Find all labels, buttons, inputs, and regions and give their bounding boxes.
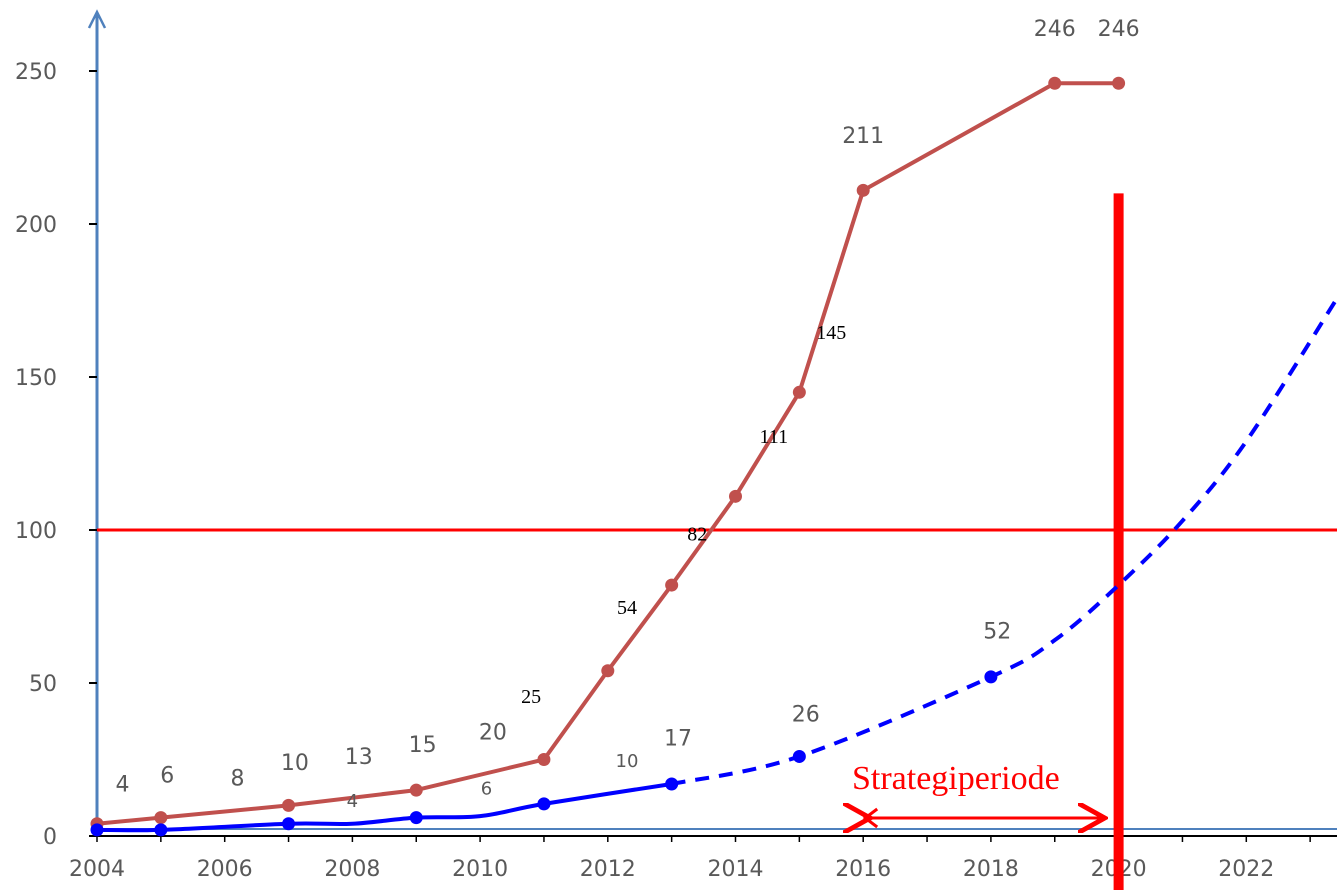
data-label: 20 (479, 721, 507, 746)
data-point-marker (1048, 76, 1062, 90)
data-label: 211 (842, 124, 884, 149)
data-point-marker (537, 797, 551, 811)
data-point-marker (729, 489, 742, 503)
data-label: 82 (687, 524, 707, 546)
data-label: 52 (983, 620, 1011, 645)
data-point-marker (792, 749, 806, 763)
data-label: 4 (347, 791, 358, 812)
data-point-marker (537, 753, 551, 766)
x-tick-label: 2022 (1218, 857, 1274, 882)
y-tick-label: 0 (43, 825, 57, 850)
x-tick-label: 2016 (835, 857, 891, 882)
data-label: 15 (409, 733, 437, 758)
data-label: 6 (481, 779, 492, 800)
y-tick-label: 250 (15, 60, 57, 85)
series-line-3 (671, 299, 1337, 786)
y-axis-arrow (87, 9, 107, 29)
y-tick-label: 50 (29, 672, 57, 697)
data-point-marker (282, 798, 296, 812)
strategy-label: Strategiperiode (852, 760, 1060, 797)
data-label: 111 (760, 426, 789, 448)
data-point-marker (282, 817, 296, 831)
data-label: 246 (1098, 17, 1140, 42)
data-point-marker (665, 578, 679, 592)
data-label: 145 (816, 322, 846, 344)
data-point-marker (409, 811, 423, 825)
x-tick-label: 2014 (708, 857, 764, 882)
data-point-marker (90, 823, 104, 837)
series-line-1 (95, 81, 1121, 826)
x-tick-label: 2006 (197, 857, 253, 882)
data-label: 54 (617, 597, 637, 619)
data-label: 8 (230, 767, 244, 792)
data-point-marker (984, 670, 998, 684)
data-point-marker (856, 183, 870, 197)
data-label: 25 (521, 686, 541, 708)
strategy-arrow-left-head (862, 807, 879, 829)
data-point-marker (154, 823, 168, 837)
x-tick-label: 2018 (963, 857, 1019, 882)
data-label: 4 (116, 773, 130, 798)
data-label: 26 (792, 702, 820, 727)
data-point-marker (409, 783, 423, 797)
data-label: 246 (1034, 17, 1076, 42)
data-point-marker (154, 811, 168, 825)
data-label: 6 (160, 763, 174, 788)
data-label: 13 (345, 745, 373, 770)
y-tick-label: 200 (15, 213, 57, 238)
data-label: 17 (664, 727, 692, 752)
x-tick-label: 2008 (324, 857, 380, 882)
data-label: 10 (616, 751, 639, 772)
data-point-marker (1112, 76, 1126, 90)
y-tick-label: 100 (15, 519, 57, 544)
data-point-marker (601, 664, 615, 678)
y-tick-label: 150 (15, 366, 57, 391)
series-line-2 (95, 781, 674, 833)
x-tick-label: 2004 (69, 857, 125, 882)
x-tick-label: 2012 (580, 857, 636, 882)
data-label: 10 (281, 751, 309, 776)
data-point-marker (665, 777, 679, 791)
data-point-marker (792, 385, 806, 399)
x-tick-label: 2010 (452, 857, 508, 882)
